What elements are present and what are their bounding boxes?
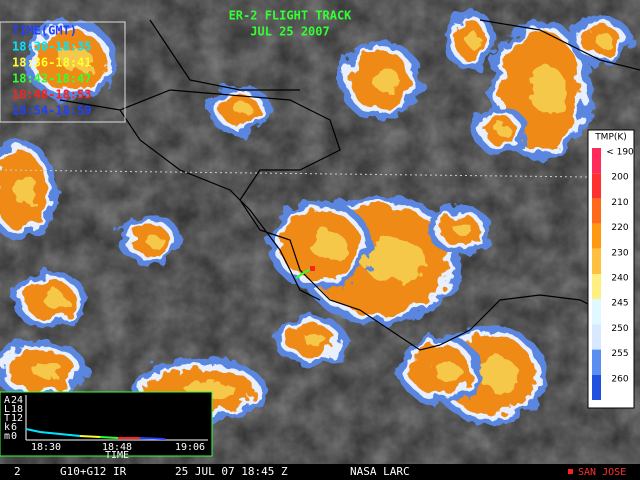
cloud-core: [43, 292, 67, 308]
altitude-line: [25, 428, 81, 437]
colorbar-swatch: [592, 324, 601, 350]
inset-axis-letter: L: [4, 404, 10, 415]
inset-x-tick: 18:48: [102, 442, 132, 453]
inset-y-tick: 6: [11, 422, 17, 433]
date: JUL 25 2007: [250, 25, 329, 39]
source: NASA LARC: [350, 465, 410, 478]
aircraft-position: [310, 266, 315, 271]
cloud-core: [372, 68, 400, 92]
colorbar-swatch: [592, 349, 601, 375]
colorbar-label: 245: [611, 299, 628, 309]
cloud-core: [455, 224, 473, 236]
colorbar-swatch: [592, 248, 601, 274]
inset-axis-letter: A: [4, 395, 10, 406]
colorbar-label: 210: [611, 198, 628, 208]
cloud-core: [432, 360, 460, 380]
colorbar-title: TMP(K): [594, 133, 627, 143]
legend-box: [0, 21, 126, 123]
inset-x-tick: 19:06: [175, 442, 205, 453]
legend-title: TIME(GMT): [12, 24, 77, 38]
legend-entry: 18:30-18:35: [12, 40, 91, 54]
altitude-line: [79, 435, 101, 438]
grid-line: [0, 169, 591, 178]
inset-axis-letter: m: [4, 431, 10, 442]
colorbar-swatch: [592, 223, 601, 249]
cloud-core: [145, 234, 163, 246]
colorbar-label: 240: [611, 274, 628, 284]
inset-y-tick: 0: [11, 431, 17, 442]
inset-axis-letter: k: [4, 422, 10, 433]
legend-entry: 18:36-18:41: [12, 56, 91, 70]
cloud-core: [13, 174, 37, 206]
timestamp: 25 JUL 07 18:45 Z: [175, 465, 288, 478]
altitude-inset: [0, 391, 213, 457]
inset-x-label: TIME: [105, 450, 129, 461]
coastlines: [59, 19, 640, 351]
colorbar-label: 200: [611, 173, 628, 183]
cloud-cells: [0, 10, 632, 425]
cloud-core: [362, 238, 426, 282]
title: ER-2 FLIGHT TRACK: [229, 9, 353, 23]
cloud-core: [303, 334, 327, 346]
colorbar-label: 255: [611, 349, 628, 359]
colorbar-swatch: [592, 374, 601, 400]
colorbar-swatch: [592, 173, 601, 199]
cloud-core: [61, 48, 93, 72]
legend-entry: 18:54-18:59: [12, 104, 91, 118]
site-name: SAN JOSE: [578, 467, 626, 478]
inset-y-tick: 18: [11, 404, 23, 415]
inset-axis-letter: T: [4, 413, 10, 424]
colorbar-label: < 190: [606, 148, 634, 158]
inset-y-tick: 12: [11, 413, 23, 424]
legend-entry: 18:48-18:53: [12, 88, 91, 102]
colorbar-label: 230: [611, 248, 628, 258]
cloud-core: [496, 124, 510, 136]
cloud-core: [310, 231, 346, 259]
cloud-core: [595, 34, 613, 46]
colorbar-label: 220: [611, 223, 628, 233]
site-marker: [568, 469, 573, 474]
cloud-core: [478, 359, 520, 391]
cloud-core: [31, 362, 63, 378]
inset-x-tick: 18:30: [31, 442, 61, 453]
colorbar-swatch: [592, 274, 601, 300]
footer-bar: [0, 464, 640, 480]
cloud-core: [466, 32, 480, 48]
satellite: G10+G12 IR: [60, 465, 127, 478]
colorbar-swatch: [592, 299, 601, 325]
altitude-line: [139, 437, 166, 440]
inset-y-tick: 24: [11, 395, 23, 406]
colorbar-label: 250: [611, 324, 628, 334]
legend-entry: 18:42-18:47: [12, 72, 91, 86]
cloud-core: [235, 104, 253, 116]
cloud-core: [530, 66, 566, 114]
colorbar-label: 260: [611, 374, 628, 384]
altitude-line: [99, 436, 119, 439]
colorbar-swatch: [592, 148, 601, 174]
colorbar-swatch: [592, 198, 601, 224]
frame-number: 2: [14, 465, 21, 478]
